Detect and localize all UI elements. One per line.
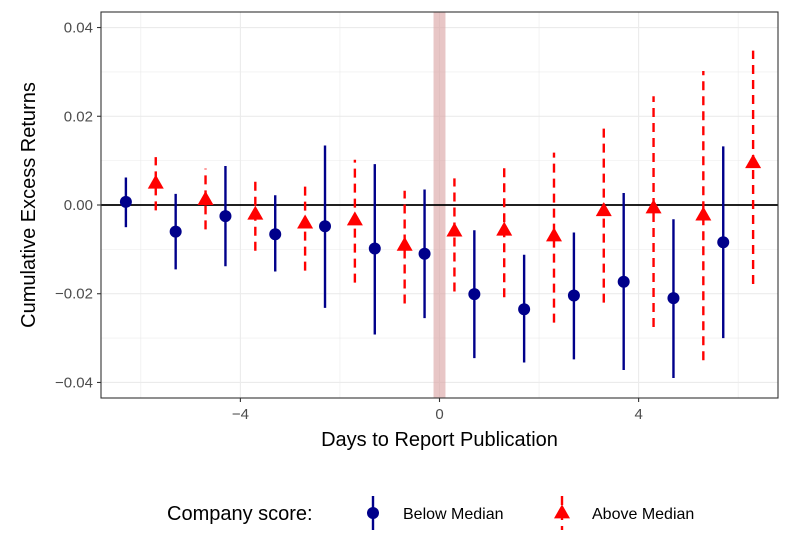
legend-key-above-median [554,496,570,530]
data-points [119,154,762,316]
point-below-median [368,242,381,255]
point-below-median [219,210,232,223]
point-above-median [247,205,264,220]
y-tick-label: −0.02 [55,286,93,303]
point-above-median [147,174,164,189]
point-below-median [119,195,132,208]
point-below-median [617,275,630,288]
point-below-median [667,292,680,305]
point-below-median [418,247,431,260]
x-tick-label: −4 [232,406,249,423]
point-below-median [269,228,282,241]
point-below-median [468,288,481,301]
legend-label-above-median: Above Median [592,506,694,523]
point-below-median [169,225,182,238]
point-above-median [496,221,513,236]
legend: Company score: Below Median Above Median [167,496,694,530]
point-above-median [645,199,662,214]
point-above-median [545,227,562,242]
point-above-median [396,236,413,251]
x-tick-label: 0 [435,406,443,423]
point-above-median [595,202,612,217]
point-above-median [346,211,363,226]
legend-label-below-median: Below Median [403,506,504,523]
legend-key-triangle [554,504,570,519]
point-above-median [695,206,712,221]
x-axis-title: Days to Report Publication [321,429,558,451]
point-below-median [567,289,580,302]
point-below-median [717,236,730,249]
point-below-median [319,220,332,233]
legend-title: Company score: [167,503,313,525]
point-above-median [197,190,214,205]
x-axis-ticks: −4 0 4 [232,398,643,423]
y-tick-label: −0.04 [55,374,93,391]
legend-key-below-median [367,496,379,530]
point-above-median [297,214,314,229]
y-axis-title: Cumulative Excess Returns [18,82,40,328]
point-below-median [518,303,531,316]
y-tick-label: 0.02 [64,108,93,125]
y-tick-label: 0.04 [64,20,93,37]
legend-key-circle [367,507,379,519]
y-tick-label: 0.00 [64,197,93,214]
x-tick-label: 4 [634,406,642,423]
point-above-median [745,154,762,169]
point-above-median [446,222,463,237]
y-axis-ticks: −0.04 −0.02 0.00 0.02 0.04 [55,20,101,391]
